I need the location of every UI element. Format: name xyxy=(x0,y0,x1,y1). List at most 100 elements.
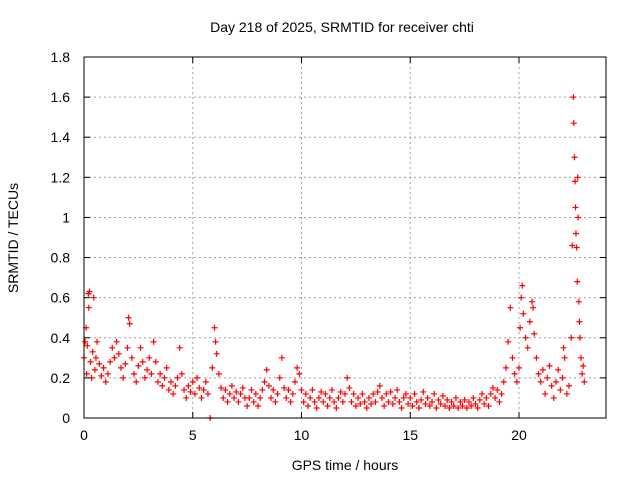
data-point xyxy=(200,386,207,393)
data-point xyxy=(265,382,272,389)
data-point xyxy=(146,354,153,361)
data-point xyxy=(402,390,409,397)
data-point xyxy=(181,386,188,393)
data-point xyxy=(248,386,255,393)
data-point xyxy=(176,344,183,351)
data-point xyxy=(522,334,529,341)
data-point xyxy=(575,298,582,305)
data-point xyxy=(246,394,253,401)
data-point xyxy=(257,394,264,401)
data-point xyxy=(437,400,444,407)
data-point xyxy=(189,378,196,385)
data-point xyxy=(228,382,235,389)
data-point xyxy=(259,386,266,393)
data-point xyxy=(570,94,577,101)
data-point xyxy=(580,362,587,369)
data-point xyxy=(220,394,227,401)
data-point xyxy=(165,386,172,393)
data-point xyxy=(535,370,542,377)
data-point xyxy=(313,404,320,411)
data-point xyxy=(302,390,309,397)
data-point xyxy=(537,378,544,385)
data-point xyxy=(509,354,516,361)
data-point xyxy=(150,338,157,345)
data-point xyxy=(355,394,362,401)
data-point xyxy=(461,396,468,403)
data-point xyxy=(500,378,507,385)
data-point xyxy=(213,350,220,357)
data-point xyxy=(465,398,472,405)
data-point xyxy=(263,366,270,373)
data-point xyxy=(133,378,140,385)
data-point xyxy=(365,394,372,401)
y-axis-label: SRMTID / TECUs xyxy=(5,183,21,293)
data-point xyxy=(322,390,329,397)
y-tick-label: 0.8 xyxy=(51,250,71,266)
data-point xyxy=(546,362,553,369)
data-point xyxy=(298,386,305,393)
data-point xyxy=(361,398,368,405)
data-point xyxy=(563,390,570,397)
data-point xyxy=(305,402,312,409)
data-point xyxy=(389,400,396,407)
data-point xyxy=(111,354,118,361)
data-point xyxy=(87,358,94,365)
data-point xyxy=(342,390,348,397)
data-point xyxy=(328,386,335,393)
data-point xyxy=(128,354,135,361)
data-point xyxy=(544,374,551,381)
data-point xyxy=(204,390,211,397)
data-point xyxy=(331,398,338,405)
data-point xyxy=(463,404,470,411)
chart-title: Day 218 of 2025, SRMTID for receiver cht… xyxy=(210,19,474,35)
data-point xyxy=(211,324,218,331)
data-point xyxy=(435,396,442,403)
data-point xyxy=(492,394,499,401)
data-point xyxy=(516,364,522,371)
data-point xyxy=(268,394,275,401)
data-point xyxy=(548,382,555,389)
data-point xyxy=(161,374,168,381)
data-point xyxy=(86,288,93,295)
data-point xyxy=(126,320,133,327)
data-point xyxy=(359,390,366,397)
data-point xyxy=(498,390,505,397)
data-point xyxy=(104,370,111,377)
data-point xyxy=(122,360,129,367)
data-point xyxy=(326,394,333,401)
data-point xyxy=(170,390,177,397)
data-point xyxy=(392,394,399,401)
data-point xyxy=(346,384,353,391)
data-point xyxy=(285,386,292,393)
data-point xyxy=(418,396,425,403)
data-point xyxy=(233,388,240,395)
data-point xyxy=(276,374,283,381)
data-point xyxy=(383,390,390,397)
data-point xyxy=(209,364,216,371)
x-tick-label: 10 xyxy=(294,427,310,443)
data-point xyxy=(385,398,392,405)
data-point xyxy=(511,370,518,377)
data-point xyxy=(157,370,164,377)
data-point xyxy=(581,378,588,385)
data-point xyxy=(455,404,462,411)
data-point xyxy=(178,370,185,377)
data-point xyxy=(307,394,314,401)
data-point xyxy=(363,404,370,411)
data-point xyxy=(422,400,429,407)
data-point xyxy=(125,314,132,321)
data-point xyxy=(470,394,477,401)
data-point xyxy=(337,388,344,395)
data-point xyxy=(529,298,536,305)
data-point xyxy=(413,398,420,405)
x-axis-label: GPS time / hours xyxy=(292,457,399,473)
data-point xyxy=(370,390,377,397)
data-point xyxy=(255,402,261,409)
data-point xyxy=(557,386,564,393)
x-tick-labels: 0 5 10 15 20 xyxy=(80,427,527,443)
data-point xyxy=(237,390,244,397)
data-point xyxy=(446,404,453,411)
data-point xyxy=(431,390,438,397)
data-point xyxy=(352,402,359,409)
data-point xyxy=(472,400,479,407)
